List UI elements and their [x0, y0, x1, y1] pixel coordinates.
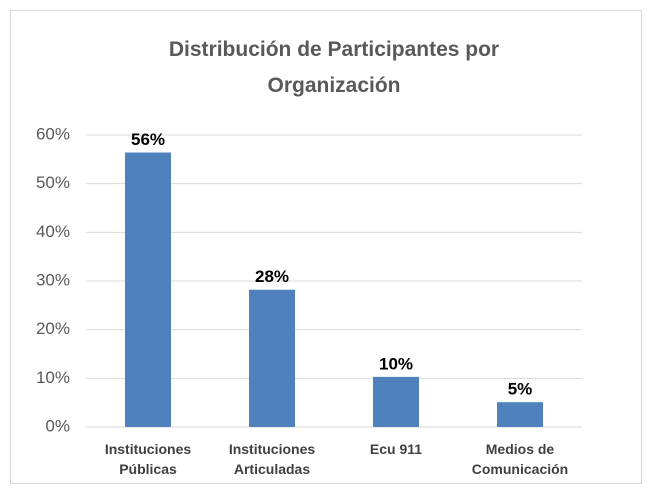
y-tick-label: 20% — [36, 319, 70, 338]
x-tick-label: Medios de Comunicación — [471, 441, 569, 477]
data-label: 28% — [255, 267, 289, 286]
x-tick-label: Ecu 911 — [369, 441, 423, 457]
bar — [497, 402, 543, 427]
bar — [373, 376, 419, 427]
y-tick-label: 10% — [36, 368, 70, 387]
chart-title: Distribución de Participantes por Organi… — [168, 38, 500, 97]
data-label: 56% — [131, 130, 165, 149]
y-tick-label: 0% — [45, 416, 70, 435]
x-tick-label: Instituciones Públicas — [104, 441, 192, 477]
data-label: 10% — [379, 354, 413, 373]
data-label: 5% — [508, 380, 533, 399]
y-tick-label: 40% — [36, 222, 70, 241]
chart-frame — [10, 10, 642, 484]
y-tick-label: 50% — [36, 173, 70, 192]
bar — [249, 289, 295, 427]
y-tick-label: 30% — [36, 270, 70, 289]
y-tick-label: 60% — [36, 124, 70, 143]
bar — [125, 152, 171, 427]
x-tick-label: Instituciones Articuladas — [228, 441, 316, 477]
